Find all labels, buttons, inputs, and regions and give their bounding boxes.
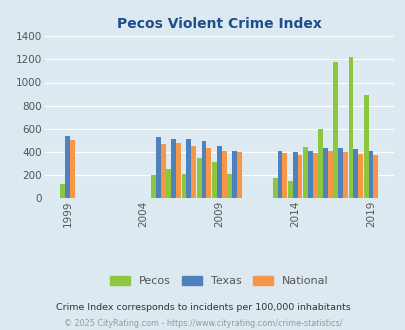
Bar — [151, 176, 156, 198]
Text: © 2025 CityRating.com - https://www.cityrating.com/crime-statistics/: © 2025 CityRating.com - https://www.city… — [64, 319, 341, 328]
Bar — [318, 129, 322, 198]
Bar — [211, 162, 216, 198]
Bar — [156, 137, 160, 198]
Bar — [353, 149, 358, 198]
Bar — [70, 140, 75, 198]
Bar — [337, 148, 342, 198]
Bar — [181, 174, 186, 198]
Bar — [171, 139, 176, 198]
Bar — [287, 181, 292, 198]
Bar — [333, 62, 337, 198]
Bar — [206, 148, 211, 198]
Bar — [186, 139, 191, 198]
Bar — [312, 153, 317, 198]
Text: Crime Index corresponds to incidents per 100,000 inhabitants: Crime Index corresponds to incidents per… — [55, 303, 350, 312]
Bar — [196, 158, 201, 198]
Title: Pecos Violent Crime Index: Pecos Violent Crime Index — [117, 17, 321, 31]
Bar — [348, 56, 353, 198]
Bar — [373, 155, 377, 198]
Legend: Pecos, Texas, National: Pecos, Texas, National — [107, 272, 331, 289]
Bar — [292, 152, 297, 198]
Bar — [231, 150, 236, 198]
Bar — [302, 147, 307, 198]
Bar — [191, 146, 196, 198]
Bar — [60, 184, 65, 198]
Bar — [277, 151, 282, 198]
Bar — [307, 150, 312, 198]
Bar — [176, 143, 181, 198]
Bar — [327, 151, 332, 198]
Bar — [322, 148, 327, 198]
Bar — [342, 152, 347, 198]
Bar — [201, 141, 206, 198]
Bar — [221, 151, 226, 198]
Bar — [363, 95, 368, 198]
Bar — [166, 169, 171, 198]
Bar — [282, 153, 287, 198]
Bar — [216, 146, 221, 198]
Bar — [226, 174, 231, 198]
Bar — [358, 153, 362, 198]
Bar — [236, 152, 241, 198]
Bar — [297, 155, 302, 198]
Bar — [65, 136, 70, 198]
Bar — [368, 150, 373, 198]
Bar — [272, 178, 277, 198]
Bar — [160, 144, 165, 198]
